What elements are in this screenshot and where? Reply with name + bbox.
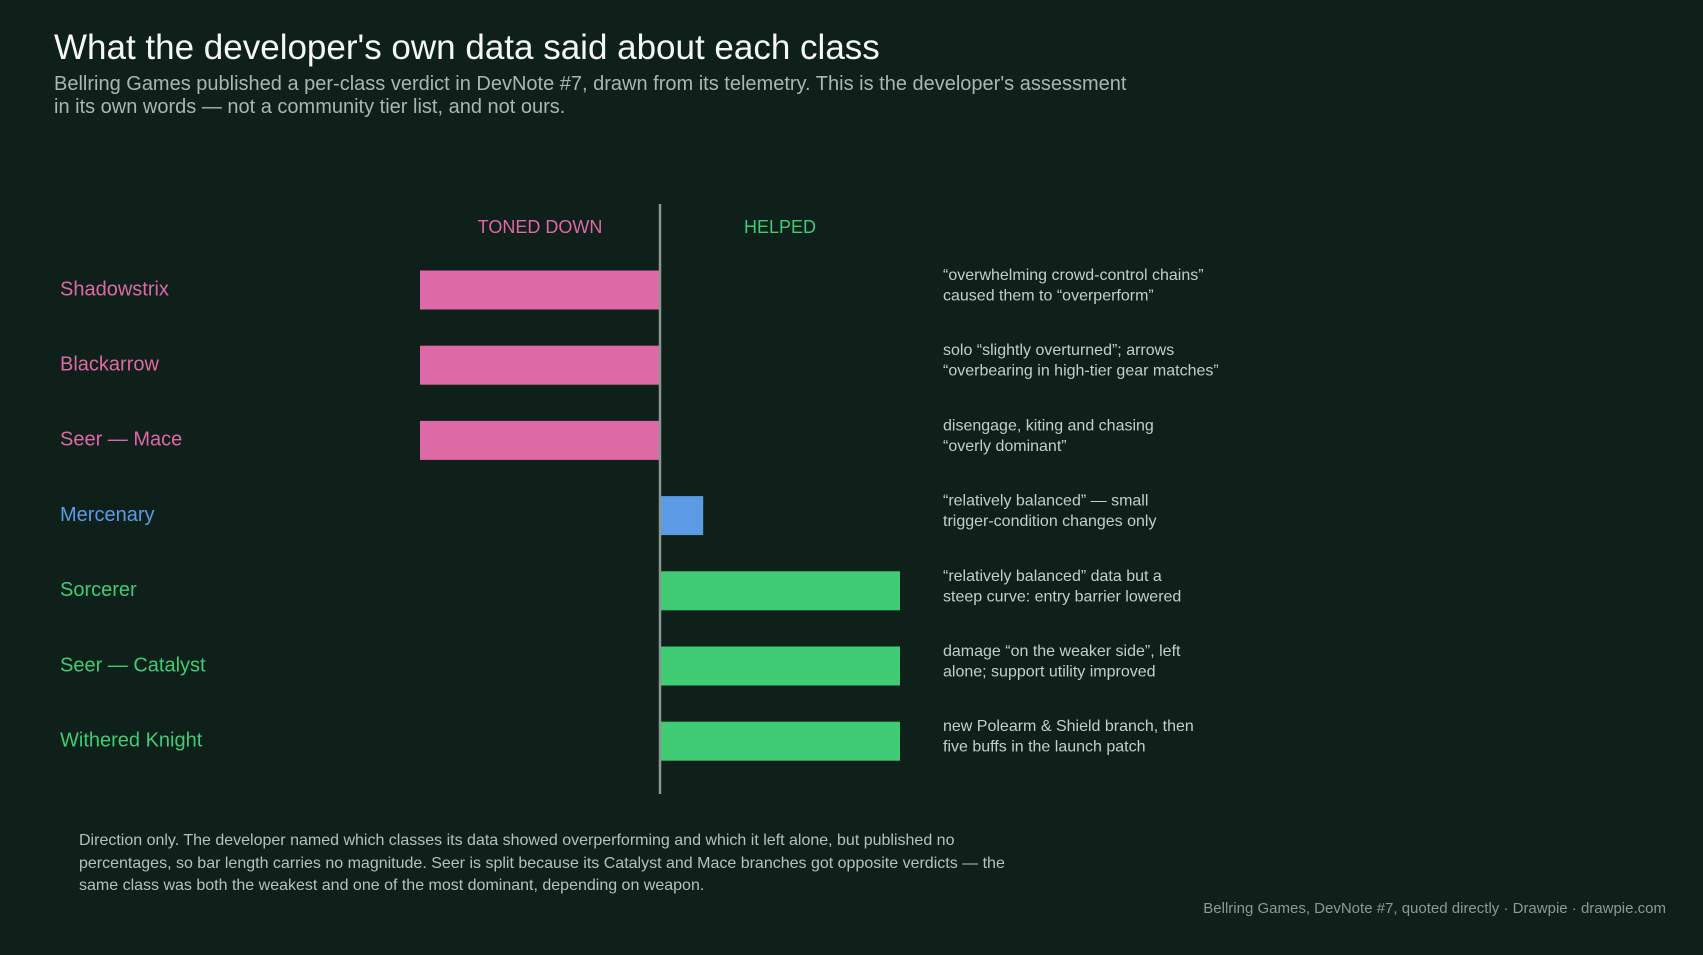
header-toned-down: TONED DOWN bbox=[478, 217, 603, 237]
annotation-line: caused them to “overperform” bbox=[943, 288, 1154, 305]
header-helped: HELPED bbox=[744, 217, 816, 237]
annotation-line: damage “on the weaker side”, left bbox=[943, 643, 1181, 660]
category-label: Sorcerer bbox=[60, 579, 137, 601]
bar bbox=[660, 571, 900, 611]
bar-annotation: solo “slightly overturned”; arrows “overb… bbox=[943, 342, 1219, 380]
category-label: Seer — Catalyst bbox=[60, 654, 206, 676]
annotation-line: “overbearing in high-tier gear matches” bbox=[943, 363, 1219, 380]
annotation-line: “relatively balanced” — small bbox=[943, 493, 1148, 510]
annotation-line: “overwhelming crowd-control chains” bbox=[943, 267, 1204, 284]
annotation-line: five buffs in the launch patch bbox=[943, 739, 1146, 756]
bar-annotation: new Polearm & Shield branch, then five bu… bbox=[943, 718, 1194, 756]
annotation-line: solo “slightly overturned”; arrows bbox=[943, 342, 1174, 359]
category-label: Mercenary bbox=[60, 504, 154, 526]
bar bbox=[420, 270, 660, 310]
bar-annotation: damage “on the weaker side”, left alone; … bbox=[943, 643, 1181, 681]
bar-annotation: “overwhelming crowd-control chains” cause… bbox=[943, 267, 1204, 305]
chart-title: What the developer's own data said about… bbox=[54, 28, 880, 67]
bar-annotation: “relatively balanced” data but a steep cu… bbox=[943, 568, 1181, 606]
bar bbox=[660, 721, 900, 761]
annotation-line: disengage, kiting and chasing bbox=[943, 417, 1154, 434]
annotation-line: trigger-condition changes only bbox=[943, 513, 1156, 530]
category-label: Blackarrow bbox=[60, 353, 159, 375]
annotation-line: “overly dominant” bbox=[943, 438, 1067, 455]
annotation-line: “relatively balanced” data but a bbox=[943, 568, 1162, 585]
bar bbox=[420, 345, 660, 385]
category-label: Seer — Mace bbox=[60, 429, 182, 451]
bar bbox=[420, 420, 660, 460]
source-credit: Bellring Games, DevNote #7, quoted direc… bbox=[1203, 900, 1666, 917]
bar bbox=[660, 646, 900, 686]
chart-subtitle: Bellring Games published a per-class ver… bbox=[54, 73, 1127, 118]
annotation-line: new Polearm & Shield branch, then bbox=[943, 718, 1194, 735]
annotation-line: alone; support utility improved bbox=[943, 664, 1156, 681]
bar-annotation: “relatively balanced” — small trigger-con… bbox=[943, 493, 1156, 530]
bar bbox=[660, 496, 704, 536]
methodology-note: Direction only. The developer named whic… bbox=[79, 832, 1005, 894]
annotation-line: steep curve: entry barrier lowered bbox=[943, 588, 1181, 605]
category-label: Withered Knight bbox=[60, 729, 203, 751]
bar-annotation: disengage, kiting and chasing “overly dom… bbox=[943, 417, 1154, 455]
category-label: Shadowstrix bbox=[60, 278, 169, 300]
